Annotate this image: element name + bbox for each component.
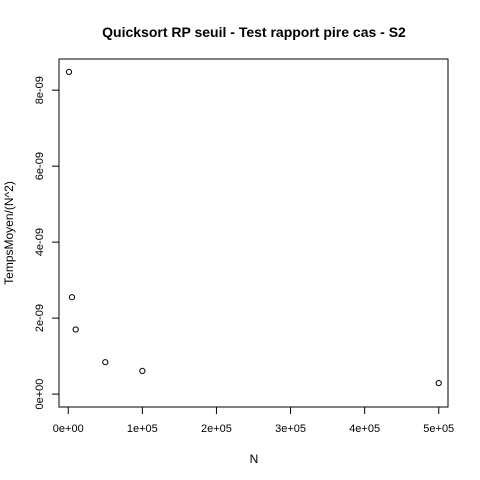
data-point xyxy=(102,359,109,366)
y-tick-label: 8e-09 xyxy=(34,76,46,104)
data-point xyxy=(68,294,76,301)
plot-frame xyxy=(58,58,449,408)
x-axis-label: N xyxy=(250,452,259,466)
x-tick-label: 4e+05 xyxy=(349,423,380,435)
data-point xyxy=(72,326,79,333)
y-axis: 0e+00 2e-09 4e-09 6e-09 8e-09 xyxy=(34,76,60,410)
chart-title: Quicksort RP seuil - Test rapport pire c… xyxy=(102,24,406,40)
x-axis: 0e+00 1e+05 2e+05 3e+05 4e+05 5e+05 xyxy=(53,406,454,435)
x-tick-label: 1e+05 xyxy=(127,423,158,435)
y-tick-label: 4e-09 xyxy=(34,228,46,256)
data-point xyxy=(139,367,146,375)
data-point xyxy=(435,379,442,387)
y-tick-label: 6e-09 xyxy=(34,152,46,180)
x-tick-label: 0e+00 xyxy=(53,423,84,435)
x-tick-label: 5e+05 xyxy=(423,423,454,435)
y-tick-label: 2e-09 xyxy=(34,304,46,332)
y-axis-label: TempsMoyen/(N^2) xyxy=(2,181,16,285)
data-points xyxy=(65,68,442,387)
data-point xyxy=(65,68,73,76)
x-tick-label: 3e+05 xyxy=(275,423,306,435)
x-tick-label: 2e+05 xyxy=(201,423,232,435)
y-tick-label: 0e+00 xyxy=(34,379,46,410)
